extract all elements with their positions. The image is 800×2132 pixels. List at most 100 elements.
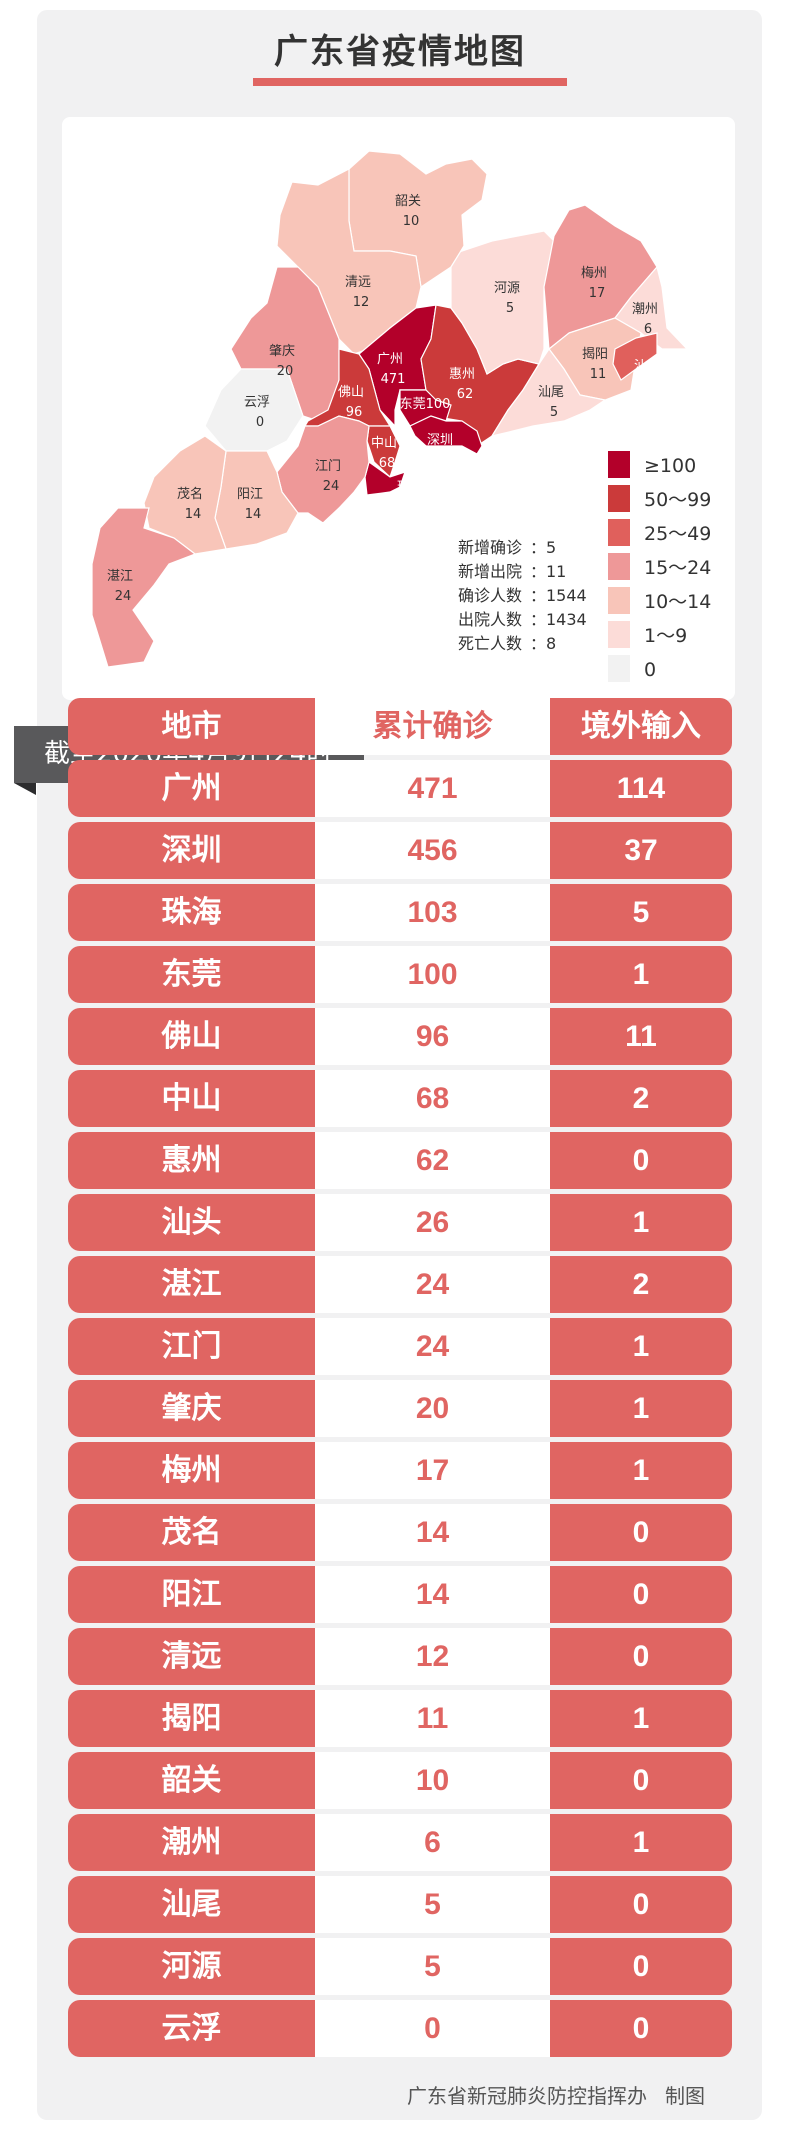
- legend-label: 25～49: [644, 523, 711, 545]
- map-label-name: 珠海: [397, 480, 423, 495]
- map-region: [366, 425, 401, 479]
- map-region: [490, 347, 607, 437]
- city-cell: 地市: [68, 698, 315, 755]
- map-label-name: 佛山: [338, 385, 364, 400]
- map-label-name: 韶关: [395, 193, 421, 209]
- confirmed-cell: 14: [315, 1566, 550, 1623]
- stat-label: 死亡人数: [458, 634, 522, 653]
- stat-value: 8: [546, 634, 556, 653]
- map-label-name: 梅州: [581, 266, 607, 281]
- confirmed-cell: 103: [315, 884, 550, 941]
- city-cell: 潮州: [68, 1814, 315, 1871]
- map-label-name: 江门: [315, 459, 341, 474]
- confirmed-cell: 12: [315, 1628, 550, 1685]
- city-cell: 阳江: [68, 1566, 315, 1623]
- confirmed-cell: 0: [315, 2000, 550, 2057]
- legend-swatch: [608, 621, 630, 648]
- stat-separator: ：: [530, 538, 546, 557]
- confirmed-cell: 24: [315, 1318, 550, 1375]
- stat-label: 确诊人数: [458, 586, 522, 605]
- confirmed-cell: 17: [315, 1442, 550, 1499]
- map-label-value: 24: [115, 589, 132, 604]
- table-header: 地市 累计确诊 境外输入: [68, 698, 732, 755]
- map-label-name: 肇庆: [269, 344, 295, 359]
- confirmed-cell: 5: [315, 1938, 550, 1995]
- imported-cell: 境外输入: [550, 698, 732, 755]
- map-label-name: 湛江: [107, 569, 133, 584]
- map-region: [143, 435, 227, 555]
- city-cell: 中山: [68, 1070, 315, 1127]
- table-row: 中山 68 2: [68, 1070, 732, 1127]
- table-row: 梅州 17 1: [68, 1442, 732, 1499]
- map-label-name: 深圳: [427, 433, 453, 448]
- table-row: 汕尾 5 0: [68, 1876, 732, 1933]
- table-row: 惠州 62 0: [68, 1132, 732, 1189]
- table-row: 江门 24 1: [68, 1318, 732, 1375]
- map-label-name: 汕尾: [538, 385, 564, 400]
- city-cell: 揭阳: [68, 1690, 315, 1747]
- stat-value: 11: [546, 562, 566, 581]
- map-label-value: 20: [277, 364, 294, 379]
- table-row: 清远 12 0: [68, 1628, 732, 1685]
- map-label-value: 5: [550, 405, 558, 420]
- city-cell: 珠海: [68, 884, 315, 941]
- map-label-value: 14: [245, 507, 262, 522]
- stat-label: 新增确诊: [458, 538, 522, 557]
- city-cell: 惠州: [68, 1132, 315, 1189]
- map-label-name: 清远: [345, 275, 371, 290]
- confirmed-cell: 68: [315, 1070, 550, 1127]
- table-row: 东莞 100 1: [68, 946, 732, 1003]
- table-row: 河源 5 0: [68, 1938, 732, 1995]
- legend-swatch: [608, 485, 630, 512]
- imported-cell: 0: [550, 1566, 732, 1623]
- map-label-value: 6: [644, 322, 652, 337]
- city-cell: 东莞: [68, 946, 315, 1003]
- city-cell: 韶关: [68, 1752, 315, 1809]
- table-row: 韶关 10 0: [68, 1752, 732, 1809]
- table-row: 揭阳 11 1: [68, 1690, 732, 1747]
- legend-swatch: [608, 451, 630, 478]
- confirmed-cell: 456: [315, 822, 550, 879]
- city-cell: 汕尾: [68, 1876, 315, 1933]
- legend-swatch: [608, 587, 630, 614]
- stat-value: 5: [546, 538, 556, 557]
- imported-cell: 2: [550, 1256, 732, 1313]
- confirmed-cell: 累计确诊: [315, 698, 550, 755]
- map-region: [91, 507, 197, 668]
- stat-label: 新增出院: [458, 562, 522, 581]
- imported-cell: 1: [550, 1442, 732, 1499]
- footer-credit: 广东省新冠肺炎防控指挥办 制图: [389, 2080, 705, 2109]
- legend-label: 10～14: [644, 591, 711, 613]
- map-label-value: 11: [590, 367, 607, 382]
- city-cell: 肇庆: [68, 1380, 315, 1437]
- table-row: 汕头 26 1: [68, 1194, 732, 1251]
- map-label-value: 96: [346, 405, 363, 420]
- map-region: [450, 230, 555, 375]
- stat-separator: ：: [530, 634, 546, 653]
- imported-cell: 1: [550, 1814, 732, 1871]
- table-row: 珠海 103 5: [68, 884, 732, 941]
- imported-cell: 1: [550, 1194, 732, 1251]
- stat-value: 1434: [546, 610, 587, 629]
- city-cell: 广州: [68, 760, 315, 817]
- table-row: 云浮 0 0: [68, 2000, 732, 2057]
- table-row: 佛山 96 11: [68, 1008, 732, 1065]
- legend-label: 1～9: [644, 625, 687, 647]
- city-cell: 梅州: [68, 1442, 315, 1499]
- city-cell: 佛山: [68, 1008, 315, 1065]
- map-label-value: 14: [185, 507, 202, 522]
- imported-cell: 1: [550, 1318, 732, 1375]
- map-label-name: 惠州: [449, 367, 475, 382]
- confirmed-cell: 471: [315, 760, 550, 817]
- map-label: 东莞100: [400, 397, 451, 412]
- footer-org: 广东省新冠肺炎防控指挥办: [407, 2084, 647, 2108]
- imported-cell: 0: [550, 2000, 732, 2057]
- map-region: [614, 265, 689, 350]
- banner-fold: [14, 783, 36, 795]
- imported-cell: 0: [550, 1504, 732, 1561]
- footer-suffix: 制图: [665, 2084, 705, 2108]
- guangdong-map: 韶关 10 清远 12 肇庆 20 云浮 0 广州 471 佛山 96 惠州 62 东莞100 深圳 456 中山…: [91, 150, 711, 682]
- legend-label: 15～24: [644, 557, 711, 579]
- map-label-name: 茂名: [177, 486, 203, 502]
- legend-swatch: [608, 655, 630, 682]
